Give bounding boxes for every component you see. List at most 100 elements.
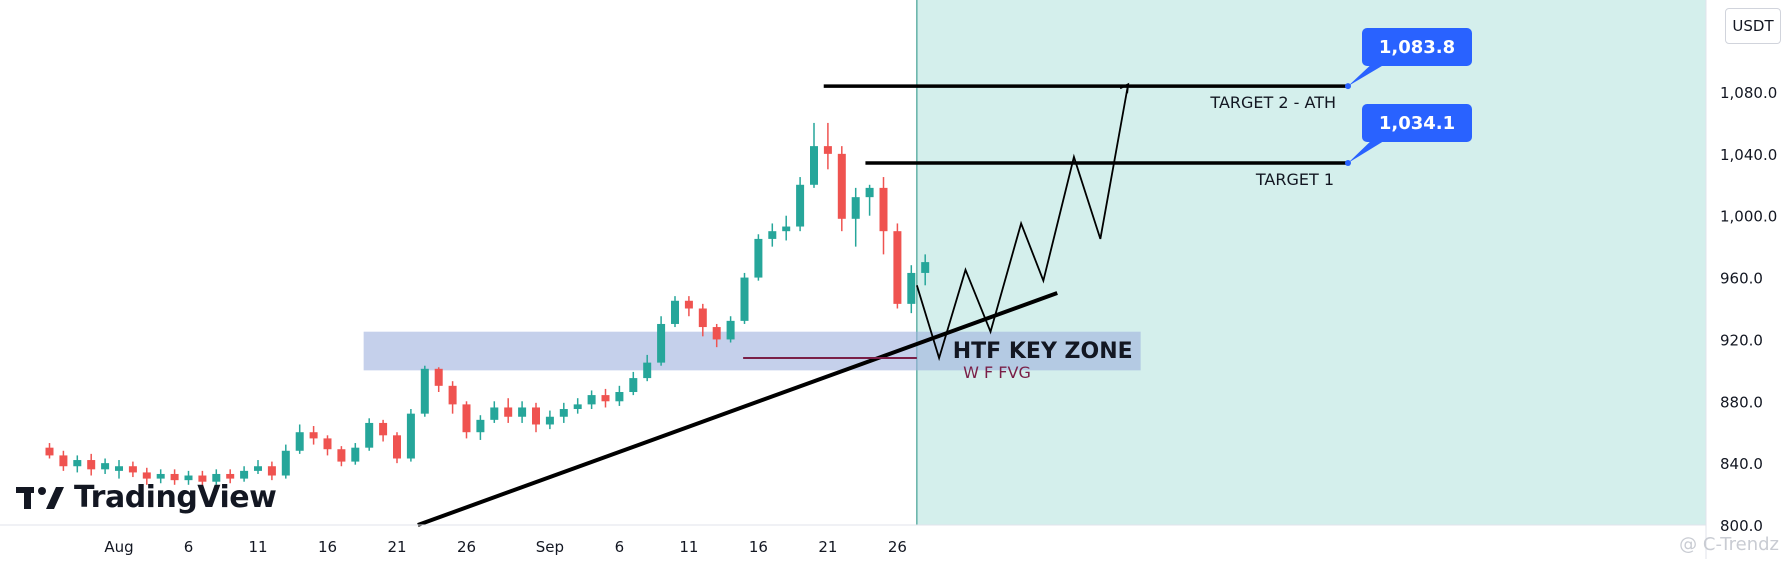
candle-body xyxy=(448,385,457,405)
candle-body xyxy=(128,466,137,473)
candle-body xyxy=(351,447,360,462)
candle-body xyxy=(851,197,860,219)
x-tick-label: 16 xyxy=(749,538,768,556)
candle-body xyxy=(879,187,888,232)
candle-body xyxy=(671,300,679,324)
x-tick-label: 11 xyxy=(248,538,267,556)
candle-body xyxy=(267,466,276,476)
author-watermark: @ C-Trendz xyxy=(1679,534,1779,555)
candle-body xyxy=(823,146,832,154)
candle-body xyxy=(87,460,96,470)
candle-body xyxy=(309,432,318,439)
candle-body xyxy=(490,407,499,420)
candle-body xyxy=(254,466,262,471)
candle-body xyxy=(545,416,554,425)
candle-body xyxy=(295,432,304,451)
candle-body xyxy=(393,435,401,459)
candle-body xyxy=(365,422,374,448)
candle-body xyxy=(559,409,568,417)
price-tag-box[interactable] xyxy=(1362,104,1472,142)
candle-body xyxy=(337,449,346,462)
candle-body xyxy=(518,407,527,417)
candle-body xyxy=(726,320,735,340)
candle-body xyxy=(323,438,332,450)
y-tick-label: 880.0 xyxy=(1720,393,1763,411)
x-tick-label: 26 xyxy=(888,538,907,556)
candle-body xyxy=(754,238,763,278)
currency-text: USDT xyxy=(1732,17,1774,35)
candle-body xyxy=(115,466,123,471)
x-tick-label: 11 xyxy=(679,538,698,556)
x-tick-label: 21 xyxy=(387,538,406,556)
candle-body xyxy=(698,308,707,328)
candle-body xyxy=(226,473,235,479)
target-label: TARGET 1 xyxy=(1255,170,1334,189)
price-tag-pointer xyxy=(1348,136,1392,163)
candle-body xyxy=(476,419,485,433)
htf-key-zone-label: HTF KEY ZONE xyxy=(953,339,1133,364)
candle-body xyxy=(796,184,805,227)
candle-body xyxy=(587,395,596,405)
candle-body xyxy=(573,404,582,410)
tradingview-logo-text: TradingView xyxy=(74,480,277,515)
candle-body xyxy=(73,460,82,467)
candle-body xyxy=(59,455,68,467)
candle-body xyxy=(810,146,818,185)
candle-body xyxy=(240,470,249,479)
y-tick-label: 1,080.0 xyxy=(1720,84,1777,102)
y-tick-label: 920.0 xyxy=(1720,331,1763,349)
candle-body xyxy=(379,422,388,436)
y-tick-label: 800.0 xyxy=(1720,517,1763,535)
x-tick-label: 6 xyxy=(184,538,194,556)
price-tag-value: 1,083.8 xyxy=(1379,37,1455,58)
candle-body xyxy=(907,272,916,304)
currency-unit-label[interactable]: USDT xyxy=(1725,8,1781,44)
candle-body xyxy=(101,463,110,470)
candle-body xyxy=(420,368,429,414)
candle-body xyxy=(532,407,540,425)
y-tick-label: 840.0 xyxy=(1720,455,1763,473)
candle-body xyxy=(768,231,777,239)
candle-body xyxy=(921,262,930,273)
candle-body xyxy=(712,327,721,340)
x-tick-label: 16 xyxy=(318,538,337,556)
x-tick-label: Sep xyxy=(536,538,564,556)
tradingview-logo-icon xyxy=(16,486,64,509)
candle-body xyxy=(657,323,666,363)
candle-body xyxy=(281,450,290,476)
projection-path xyxy=(915,84,1130,362)
price-tag-box[interactable] xyxy=(1362,28,1472,66)
candle-body xyxy=(601,395,610,402)
price-tag-value: 1,034.1 xyxy=(1379,113,1455,134)
candle-body xyxy=(615,392,624,402)
trendline xyxy=(417,291,1058,527)
candle-body xyxy=(212,473,221,482)
x-tick-label: Aug xyxy=(104,538,133,556)
x-tick-label: 21 xyxy=(818,538,837,556)
price-tag-anchor xyxy=(1345,83,1351,90)
candle-body xyxy=(142,472,151,479)
candle-body xyxy=(740,277,749,321)
candle-body xyxy=(629,378,638,393)
y-tick-label: 960.0 xyxy=(1720,270,1763,288)
candle-body xyxy=(782,226,791,232)
candle-body xyxy=(504,407,513,417)
candle-body xyxy=(462,404,471,433)
target-label: TARGET 2 - ATH xyxy=(1209,93,1336,112)
candle-body xyxy=(198,475,207,482)
y-tick-label: 1,040.0 xyxy=(1720,146,1777,164)
price-tag-pointer xyxy=(1348,60,1392,87)
candle-body xyxy=(837,153,846,219)
htf-key-zone xyxy=(363,331,1141,371)
candle-body xyxy=(684,300,693,309)
candle-body xyxy=(45,447,54,456)
fvg-label: W F FVG xyxy=(963,363,1031,382)
x-tick-label: 6 xyxy=(615,538,625,556)
price-tag-anchor xyxy=(1345,159,1351,166)
projection-area xyxy=(916,0,1706,525)
candle-body xyxy=(170,473,179,481)
tradingview-logo[interactable]: TradingView xyxy=(16,480,277,515)
projection-arrowhead xyxy=(1119,82,1130,94)
